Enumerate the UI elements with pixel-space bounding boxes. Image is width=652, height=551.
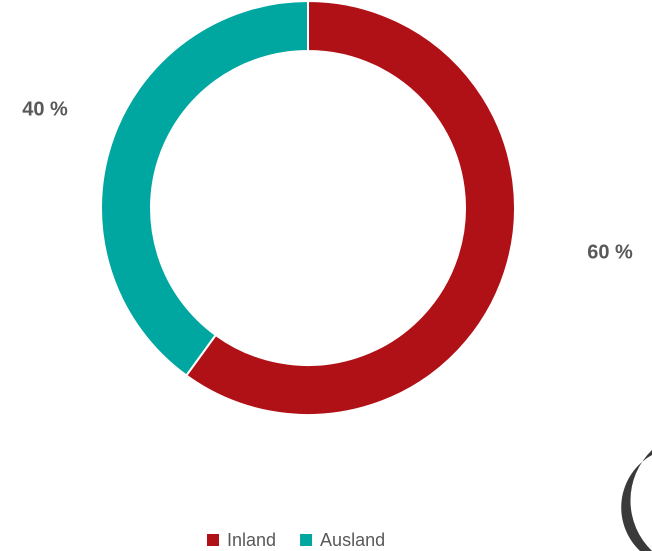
donut-segment (184, 0, 516, 416)
donut-segment (100, 0, 309, 377)
legend-label: Inland (227, 530, 276, 550)
legend-swatch (207, 534, 219, 546)
value-label: 60 % (587, 241, 633, 263)
legend-label: Ausland (320, 530, 385, 550)
decoration (621, 450, 652, 551)
value-label: 40 % (22, 98, 68, 120)
legend-swatch (300, 534, 313, 546)
